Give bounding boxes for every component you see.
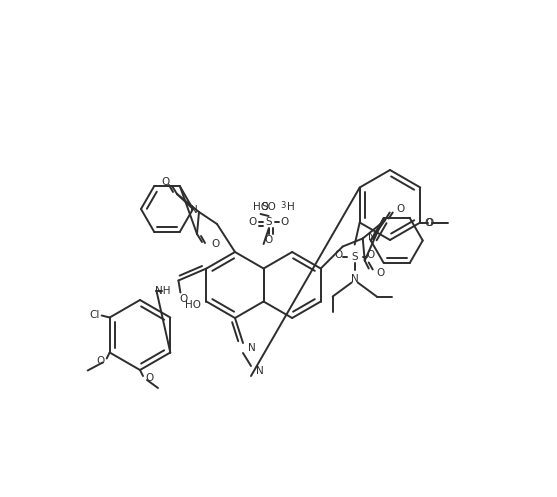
Text: N: N	[248, 343, 256, 353]
Text: NH: NH	[155, 285, 170, 296]
Text: O: O	[424, 218, 432, 228]
Text: SO: SO	[261, 202, 276, 212]
Text: O: O	[281, 217, 289, 227]
Text: O: O	[248, 217, 257, 227]
Text: O: O	[426, 218, 433, 228]
Text: O: O	[211, 239, 219, 249]
Text: N: N	[190, 205, 198, 215]
Text: O: O	[335, 249, 343, 259]
Text: S: S	[265, 217, 272, 227]
Text: N: N	[351, 273, 359, 283]
Text: O: O	[367, 249, 375, 259]
Text: O: O	[145, 373, 153, 383]
Text: Cl: Cl	[89, 310, 100, 320]
Text: S: S	[351, 251, 358, 261]
Text: —: —	[437, 218, 447, 228]
Text: O: O	[96, 355, 105, 365]
Text: O: O	[377, 267, 385, 277]
Text: HO: HO	[252, 202, 268, 212]
Text: O: O	[397, 203, 405, 214]
Text: N: N	[256, 366, 264, 376]
Text: N: N	[368, 232, 375, 242]
Text: HO: HO	[185, 300, 202, 310]
Text: H: H	[287, 202, 294, 212]
Text: 3: 3	[281, 200, 286, 210]
Text: O: O	[179, 294, 188, 304]
Text: O: O	[265, 235, 273, 245]
Text: O: O	[161, 177, 169, 187]
